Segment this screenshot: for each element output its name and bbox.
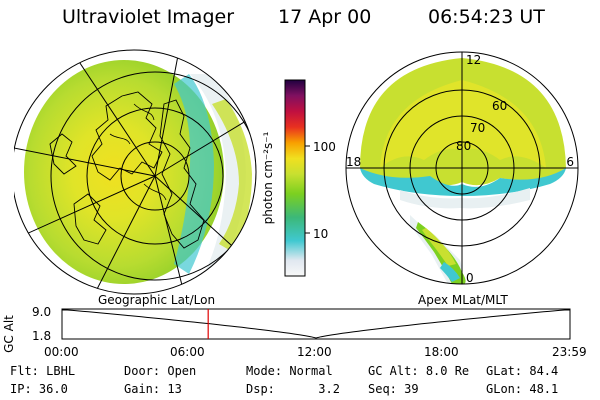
info-seq-value: 39 xyxy=(404,382,419,396)
lat-label-80: 80 xyxy=(456,139,471,153)
info-dsp: Dsp: 3.2 xyxy=(246,382,340,396)
mlt-label-6: 6 xyxy=(566,155,574,169)
info-seq: Seq: 39 xyxy=(368,382,419,396)
mlt-label-0: 0 xyxy=(466,271,474,285)
time-tick-2359: 23:59 xyxy=(552,345,587,359)
altitude-curve xyxy=(62,309,570,339)
altitude-ytick-bottom: 1.8 xyxy=(32,329,52,343)
info-gc-alt: GC Alt: 8.0 Re xyxy=(368,364,470,378)
info-ip: IP: 36.0 xyxy=(10,382,68,396)
altitude-plot-frame xyxy=(61,308,571,340)
info-glat-value: 84.4 xyxy=(529,364,559,378)
mlt-label-18: 18 xyxy=(346,155,361,169)
geographic-image xyxy=(14,49,257,295)
time-tick-1800: 18:00 xyxy=(424,345,459,359)
instrument-title: Ultraviolet Imager xyxy=(62,6,235,28)
polar-plot: 80 70 60 12 18 6 0 xyxy=(345,51,579,285)
info-flt: Flt: LBHL xyxy=(10,364,76,378)
info-mode: Mode: Normal xyxy=(246,364,333,378)
info-glon: GLon: 48.1 xyxy=(486,382,559,396)
time-tick-0600: 06:00 xyxy=(170,345,205,359)
info-glat: GLat: 84.4 xyxy=(486,364,559,378)
colorbar-unit-label: photon cm⁻²s⁻¹ xyxy=(262,131,275,224)
time-label: 06:54:23 UT xyxy=(428,6,545,28)
lat-label-60: 60 xyxy=(492,99,507,113)
geographic-panel-label: Geographic Lat/Lon xyxy=(98,293,216,307)
altitude-ytick-top: 9.0 xyxy=(32,305,52,319)
lat-label-70: 70 xyxy=(470,121,485,135)
auroral-emission-region xyxy=(24,60,224,284)
date-label: 17 Apr 00 xyxy=(278,6,372,28)
time-tick-1200: 12:00 xyxy=(297,345,332,359)
info-door: Door: Open xyxy=(124,364,197,378)
info-door-value: Open xyxy=(167,364,197,378)
altitude-ylabel: GC Alt xyxy=(2,315,16,353)
info-flt-value: LBHL xyxy=(46,364,76,378)
coastline-outline xyxy=(91,91,163,181)
time-tick-0000: 00:00 xyxy=(44,345,79,359)
info-gc-alt-value: 8.0 Re xyxy=(425,364,470,378)
info-mode-value: Normal xyxy=(289,364,333,378)
info-gain: Gain: 13 xyxy=(124,382,182,396)
info-ip-value: 36.0 xyxy=(38,382,68,396)
colorbar-scale xyxy=(284,79,306,277)
info-dsp-value: 3.2 xyxy=(318,382,340,396)
mlt-label-12: 12 xyxy=(466,53,481,67)
info-glon-value: 48.1 xyxy=(529,382,559,396)
apex-panel-label: Apex MLat/MLT xyxy=(418,293,508,307)
info-gain-value: 13 xyxy=(167,382,182,396)
colorbar-tick-100: 100 xyxy=(313,140,336,154)
colorbar: photon cm⁻²s⁻¹ xyxy=(262,79,310,277)
colorbar-tick-10: 10 xyxy=(313,227,329,241)
altitude-plot: GC Alt xyxy=(2,308,571,353)
